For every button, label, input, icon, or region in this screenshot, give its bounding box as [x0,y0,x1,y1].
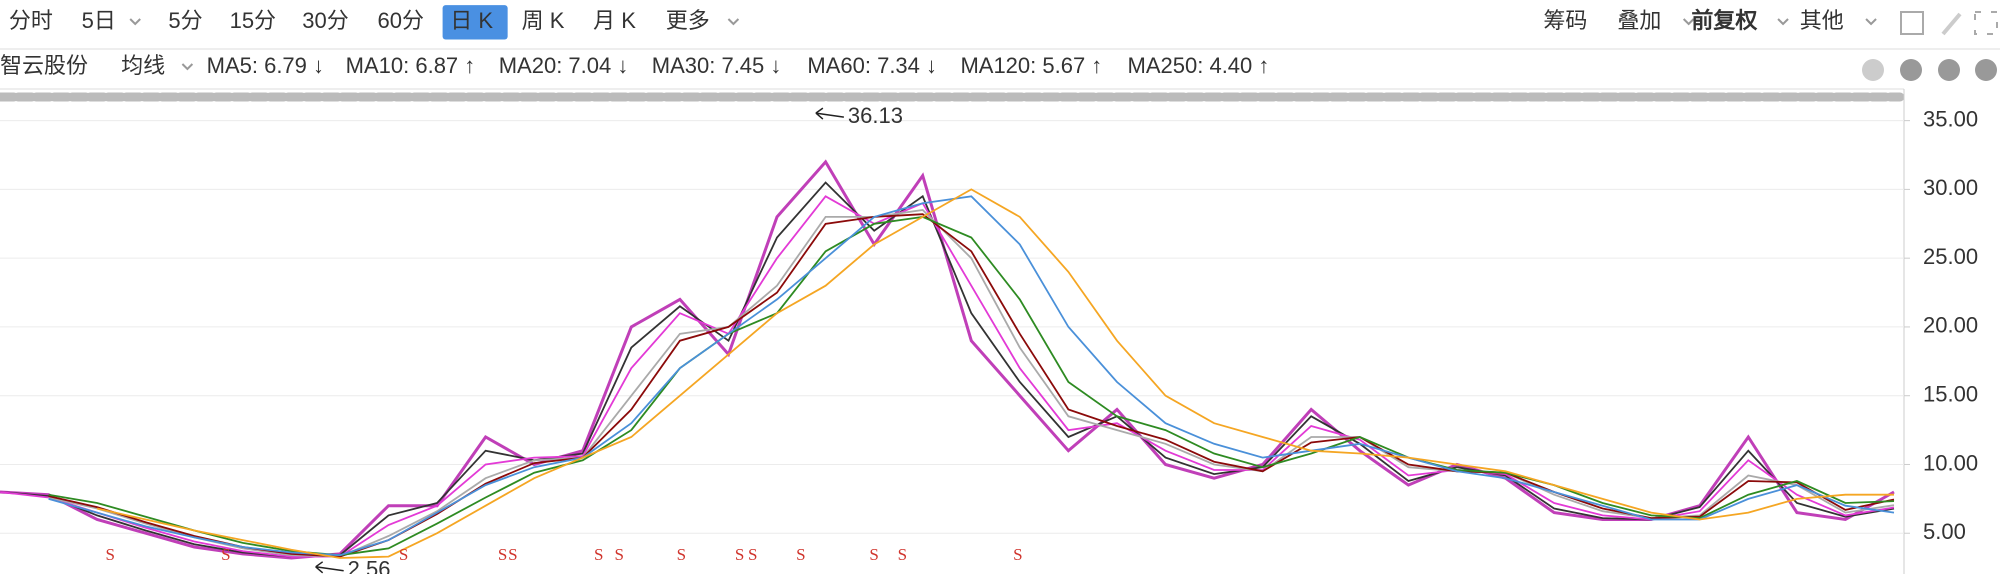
chevron [727,18,740,26]
zoom-in[interactable] [1900,59,1922,81]
ma-line [0,195,1895,558]
signal: S [614,545,623,564]
y-tick-label: 30.00 [1923,175,1978,200]
signal: S [498,545,507,564]
tab-active-bg [442,5,508,40]
chevron [1682,18,1695,26]
chevron [181,63,194,71]
y-tick-label: 35.00 [1923,106,1978,131]
chevron [1777,18,1789,26]
y-tick-label: 5.00 [1923,519,1966,544]
legend-entry[interactable]: MA60: 7.34 ↓ [807,53,937,78]
ma-line [48,195,1895,557]
menu[interactable]: 筹码 [1543,8,1587,33]
signal: S [594,545,603,564]
tab[interactable]: 30分 [302,8,348,33]
legend-entry[interactable]: MA10: 6.87 ↑ [346,53,476,78]
legend-entry[interactable]: MA120: 5.67 ↑ [960,53,1102,78]
ma-line [48,215,1895,557]
icons [1862,11,1998,81]
signal: S [508,545,517,564]
price-line [0,159,1895,560]
y-tick-label: 15.00 [1923,382,1978,407]
y-tick-label: 20.00 [1923,313,1978,338]
ma-line [48,209,1895,558]
ma-line [96,188,1894,559]
ma-line [48,213,1895,558]
tab[interactable]: 5分 [168,8,202,33]
signal: S [735,545,744,564]
stock-name: 智云股份 [0,53,88,78]
y-tick-label: 25.00 [1923,244,1978,269]
signal: S [677,545,686,564]
tab[interactable]: 5日 [82,8,116,33]
signal: S [869,545,878,564]
signal: S [898,545,907,564]
legend-entry[interactable]: MA5: 6.79 ↓ [207,53,324,78]
close[interactable] [1975,59,1997,81]
legend-entry[interactable]: MA250: 4.40 ↑ [1128,53,1270,78]
menu[interactable]: 其他 [1800,8,1844,33]
tab[interactable]: 60分 [378,8,424,33]
tab[interactable]: 日 K [450,8,493,33]
draw-icon[interactable] [1941,12,1962,36]
signal: S [221,545,230,564]
tab[interactable]: 更多 [666,8,710,33]
chevron [1865,18,1877,26]
zoom-out[interactable] [1862,59,1884,81]
signal: S [1013,545,1022,564]
annotation-arrow [315,561,344,574]
annotation-label: 2.56 [348,557,391,574]
settings[interactable] [1938,59,1960,81]
signal: S [399,545,408,564]
layout-icon[interactable] [1900,11,1924,35]
tab[interactable]: 周 K [522,8,565,33]
tab[interactable]: 15分 [230,8,276,33]
signal: S [748,545,757,564]
y-tick-label: 10.00 [1923,450,1978,475]
annotation-label: 36.13 [848,103,903,128]
menu[interactable]: 前复权 [1691,8,1758,33]
ma-menu[interactable]: 均线 [121,53,165,78]
menu[interactable]: 叠加 [1617,8,1661,33]
legend-entry[interactable]: MA30: 7.45 ↓ [652,53,782,78]
tab[interactable]: 月 K [593,8,636,33]
fullscreen-icon[interactable] [1974,11,1998,35]
chevron [129,18,141,26]
signal: S [796,545,805,564]
annotation-arrow [815,107,844,120]
tab[interactable]: 分时 [9,8,53,33]
signal: S [106,545,115,564]
legend-entry[interactable]: MA20: 7.04 ↓ [499,53,629,78]
